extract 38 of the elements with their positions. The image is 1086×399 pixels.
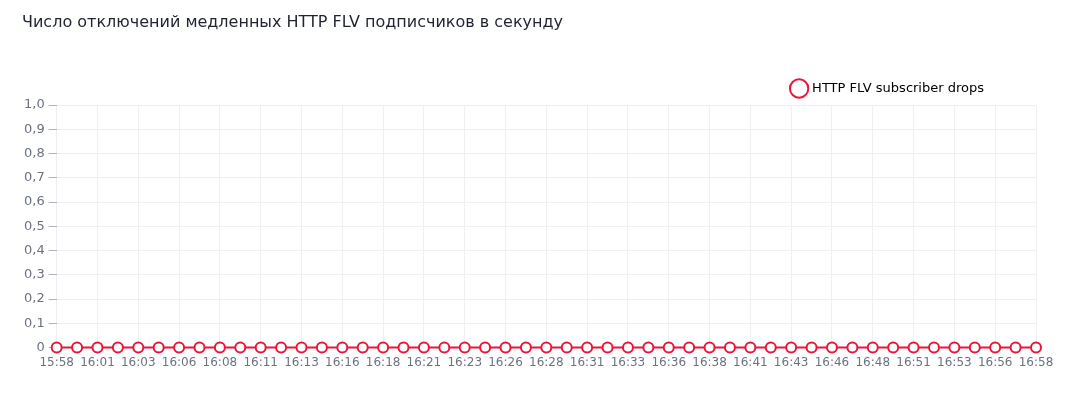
- y-tick-label: 0,3: [23, 266, 45, 282]
- y-tick-label: 0,8: [23, 144, 45, 160]
- x-tick-label: 16:23: [447, 354, 483, 369]
- x-tick-label: 16:13: [284, 354, 319, 369]
- x-tick-label: 16:31: [569, 354, 605, 369]
- x-tick-label: 16:53: [937, 354, 972, 369]
- y-tick-label: 0,6: [23, 193, 45, 209]
- x-tick-label: 16:26: [488, 354, 523, 369]
- x-tick-label: 16:03: [120, 354, 156, 369]
- y-tick-label: 0,4: [23, 241, 45, 257]
- x-tick-label: 16:56: [977, 354, 1013, 369]
- x-tick-label: 16:11: [243, 354, 278, 369]
- x-tick-label: 16:06: [161, 354, 197, 369]
- x-tick-label: 16:16: [325, 354, 360, 369]
- x-tick-label: 16:51: [896, 354, 931, 369]
- x-tick-label: 16:18: [365, 354, 401, 369]
- y-tick-label: 0,9: [23, 120, 45, 136]
- y-tick-label: 0: [36, 338, 45, 354]
- x-tick-label: 16:48: [855, 354, 891, 369]
- x-tick-label: 16:41: [733, 354, 768, 369]
- x-tick-label: 15:58: [39, 354, 74, 369]
- y-tick-label: 0,2: [23, 290, 45, 306]
- x-tick-label: 16:28: [529, 354, 564, 369]
- x-tick-label: 16:38: [692, 354, 727, 369]
- y-tick-label: 0,1: [23, 314, 45, 330]
- y-tick-label: 0,7: [23, 169, 45, 185]
- x-tick-label: 16:36: [651, 354, 687, 369]
- x-tick-label: 16:21: [406, 354, 442, 369]
- x-tick-label: 16:33: [610, 354, 646, 369]
- legend-label: HTTP FLV subscriber drops: [812, 79, 985, 95]
- x-tick-label: 16:08: [202, 354, 238, 369]
- chart-title: Число отключений медленных HTTP FLV подписчиков в секунду: [22, 12, 564, 31]
- y-tick-label: 1,0: [23, 96, 45, 112]
- x-tick-label: 16:01: [80, 354, 115, 369]
- x-tick-label: 16:58: [1018, 354, 1054, 369]
- x-tick-label: 16:46: [814, 354, 850, 369]
- x-tick-label: 16:43: [773, 354, 809, 369]
- y-tick-label: 0,5: [23, 217, 45, 233]
